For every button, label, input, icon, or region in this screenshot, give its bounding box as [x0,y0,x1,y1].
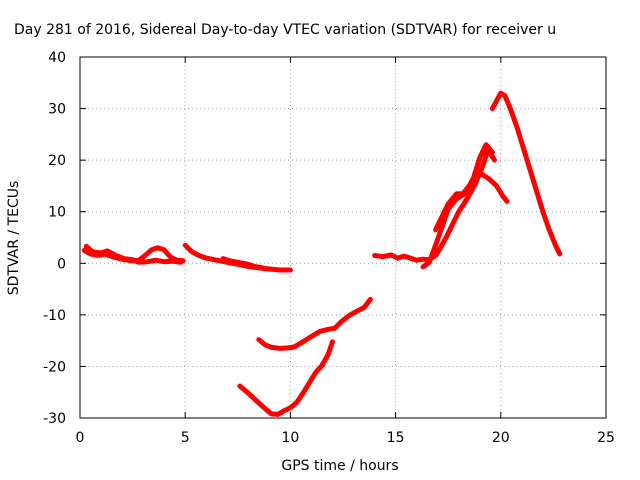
series-line-2 [83,243,184,265]
series-line-10 [489,90,563,257]
series-line-7 [372,147,497,263]
series-line-9 [433,170,510,233]
y-axis-label: SDTVAR / TECUs [6,181,22,296]
plot-frame [79,56,607,419]
x-tick-label: 15 [387,430,405,446]
chart-title: Day 281 of 2016, Sidereal Day-to-day VTE… [14,22,556,38]
grid [80,57,606,418]
y-tick-label: -10 [43,308,66,324]
y-tick-label: 0 [57,256,66,272]
x-tick-label: 0 [76,430,85,446]
y-tick-label: 30 [48,102,66,118]
y-tick-label: 20 [48,153,66,169]
series-line-3 [182,242,293,273]
y-tick-label: -30 [43,411,66,427]
x-tick-label: 5 [181,430,190,446]
y-tick-label: -20 [43,359,66,375]
x-tick-label: 10 [281,430,299,446]
series-line-6 [256,296,373,351]
x-tick-label: 25 [597,430,615,446]
y-tick-label: 40 [48,50,66,66]
axis-ticks: 0 5 10 15 20 25 -30 -20 -10 0 10 20 30 40 [43,50,615,446]
series-group [81,90,563,417]
series-line-5 [237,339,335,417]
y-tick-label: 10 [48,205,66,221]
series-line-4 [220,256,266,271]
x-tick-label: 20 [492,430,510,446]
x-axis-label: GPS time / hours [281,458,398,474]
series-line-8 [420,142,495,270]
